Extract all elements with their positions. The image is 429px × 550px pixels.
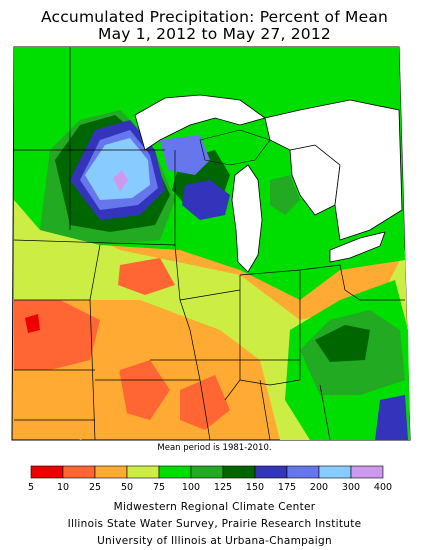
legend-tick-label: 5 — [27, 482, 35, 493]
state-borders — [13, 47, 405, 441]
legend-swatch — [30, 465, 64, 479]
legend-tick-label: 50 — [120, 482, 134, 493]
credit-line-2: Illinois State Water Survey, Prairie Res… — [67, 518, 362, 530]
map-date-range: May 1, 2012 to May 27, 2012 — [98, 25, 331, 43]
great-lakes — [134, 94, 403, 273]
zone-midgreen-3 — [270, 175, 300, 215]
zone-darkblue-2 — [182, 180, 230, 220]
zone-orange-2 — [115, 360, 170, 420]
legend-tick-label: 300 — [341, 482, 361, 493]
legend-swatch — [318, 465, 352, 479]
mean-period-note: Mean period is 1981-2010. — [157, 443, 272, 453]
legend-swatch — [190, 465, 224, 479]
legend-tick-label: 125 — [213, 482, 233, 493]
map-title: Accumulated Precipitation: Percent of Me… — [40, 8, 389, 26]
precip-shading — [14, 47, 410, 440]
zone-yellow-west — [60, 375, 130, 440]
legend-tick-label: 25 — [88, 482, 102, 493]
credit-line-3: University of Illinois at Urbana-Champai… — [97, 535, 332, 547]
zone-orange-3 — [180, 375, 230, 430]
zone-orange-4 — [118, 258, 175, 295]
canada-region — [264, 99, 403, 241]
legend-boxes — [30, 465, 384, 479]
michigan-upper — [199, 129, 271, 166]
credit-line-1: Midwestern Regional Climate Center — [113, 501, 316, 513]
lake-michigan — [231, 164, 263, 273]
legend-swatch — [126, 465, 160, 479]
zone-blue-2 — [160, 135, 210, 175]
legend-tick-label: 175 — [277, 482, 297, 493]
legend-tick-label: 75 — [152, 482, 166, 493]
legend-tick-label: 400 — [373, 482, 393, 493]
zone-lightblue — [85, 138, 150, 200]
legend-swatch — [94, 465, 128, 479]
legend-swatch — [62, 465, 96, 479]
legend-swatch — [222, 465, 256, 479]
lake-superior — [134, 94, 266, 151]
legend-tick-label: 200 — [309, 482, 329, 493]
zone-darkgreen-2 — [315, 325, 370, 362]
zone-red — [25, 314, 40, 333]
legend-tick-label: 150 — [245, 482, 265, 493]
legend-tick-label: 10 — [56, 482, 70, 493]
legend-swatch — [254, 465, 288, 479]
lake-erie — [329, 231, 386, 263]
legend-swatch — [350, 465, 384, 479]
legend-swatch — [286, 465, 320, 479]
zone-darkblue-3 — [375, 395, 408, 440]
legend-swatch — [158, 465, 192, 479]
legend-tick-label: 100 — [181, 482, 201, 493]
zone-lavender — [113, 170, 128, 192]
